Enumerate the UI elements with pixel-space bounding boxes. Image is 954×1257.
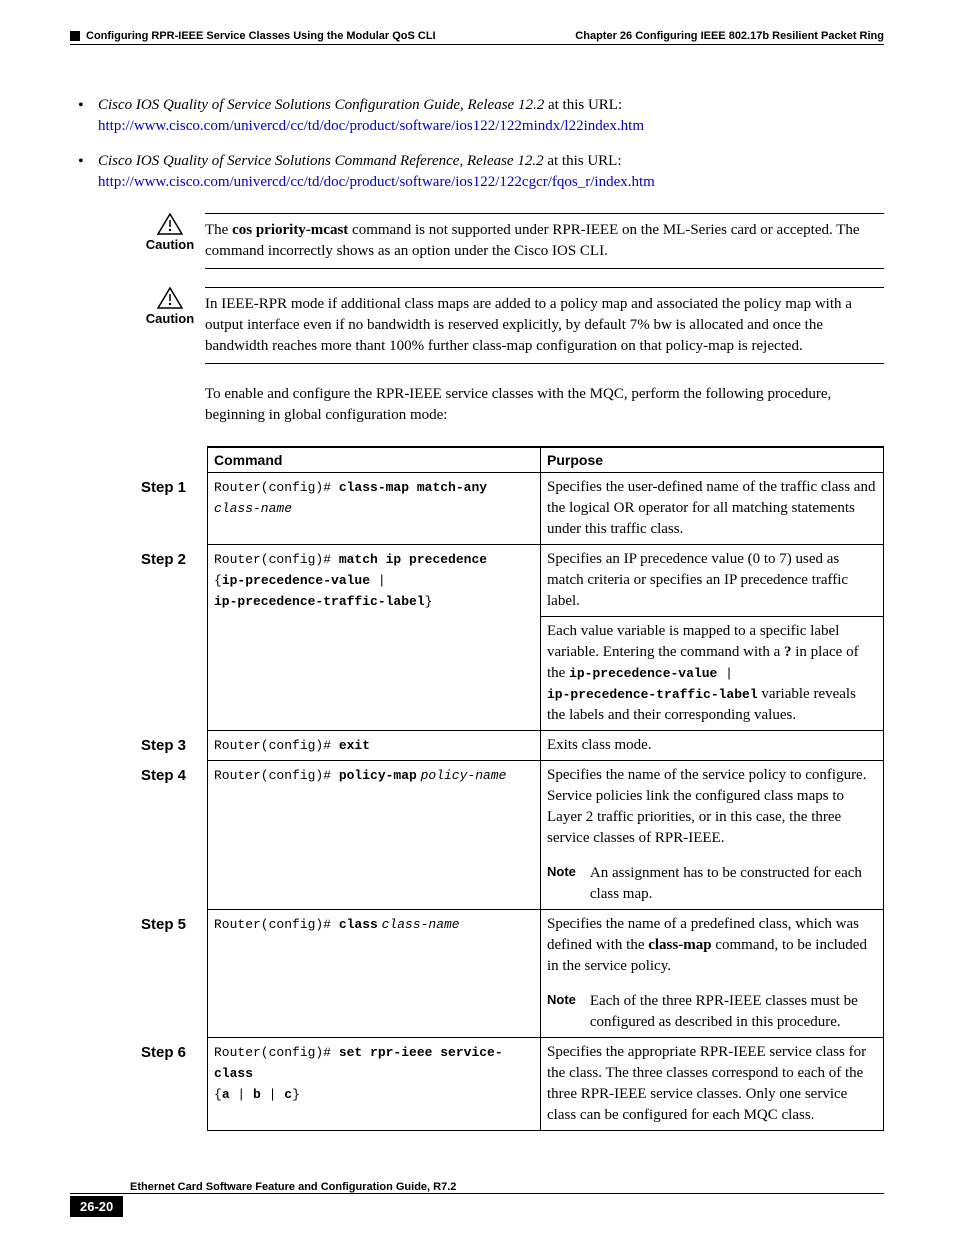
cmd-arg: policy-name: [421, 768, 507, 783]
table-row: Step 3 Router(config)# exit Exits class …: [135, 731, 884, 761]
purpose-cell: Note An assignment has to be constructed…: [541, 853, 884, 910]
reference-tail: at this URL:: [544, 153, 622, 169]
reference-link[interactable]: http://www.cisco.com/univercd/cc/td/doc/…: [98, 118, 644, 134]
cmd-bold: b: [253, 1087, 261, 1102]
purpose-cell: Specifies the appropriate RPR-IEEE servi…: [541, 1038, 884, 1131]
cmd-prefix: Router(config)#: [214, 1045, 339, 1060]
cmd-prefix: Router(config)#: [214, 917, 339, 932]
purpose-code: ip-precedence-value: [569, 666, 717, 681]
caution-text: The: [205, 222, 232, 238]
caution-label: Caution: [135, 237, 205, 252]
cmd-bold: class: [339, 917, 378, 932]
reference-list: Cisco IOS Quality of Service Solutions C…: [70, 95, 884, 193]
purpose-cell: Specifies an IP precedence value (0 to 7…: [541, 545, 884, 617]
purpose-cell: Each value variable is mapped to a speci…: [541, 617, 884, 731]
step-label: Step 6: [135, 1038, 208, 1131]
reference-link[interactable]: http://www.cisco.com/univercd/cc/td/doc/…: [98, 174, 655, 190]
command-cell: Router(config)# set rpr-ieee service-cla…: [208, 1038, 541, 1131]
cmd-bold: match ip precedence: [339, 552, 487, 567]
step-label: Step 1: [135, 473, 208, 545]
footer-rule: [70, 1193, 884, 1194]
page-header: Configuring RPR-IEEE Service Classes Usi…: [70, 30, 884, 42]
cmd-arg: class-name: [382, 917, 460, 932]
cmd-bold: c: [284, 1087, 292, 1102]
reference-item: Cisco IOS Quality of Service Solutions C…: [70, 151, 884, 193]
caution-text: In IEEE-RPR mode if additional class map…: [205, 296, 852, 354]
purpose-code: ip-precedence-traffic-label: [547, 687, 758, 702]
cmd-arg: class-name: [214, 501, 292, 516]
purpose-cell: Specifies the name of the service policy…: [541, 761, 884, 854]
table-row: Step 6 Router(config)# set rpr-ieee serv…: [135, 1038, 884, 1131]
page-number: 26-20: [70, 1196, 123, 1217]
cmd-bold: exit: [339, 738, 370, 753]
intro-paragraph: To enable and configure the RPR-IEEE ser…: [205, 384, 884, 426]
command-cell: Router(config)# class-map match-any clas…: [208, 473, 541, 545]
step-label: Step 5: [135, 910, 208, 982]
purpose-cell: Exits class mode.: [541, 731, 884, 761]
step-label: Step 3: [135, 731, 208, 761]
cmd-prefix: Router(config)#: [214, 738, 339, 753]
reference-item: Cisco IOS Quality of Service Solutions C…: [70, 95, 884, 137]
table-row: Step 2 Router(config)# match ip preceden…: [135, 545, 884, 617]
cmd-bold: a: [222, 1087, 230, 1102]
table-row: Step 1 Router(config)# class-map match-a…: [135, 473, 884, 545]
table-row: Step 4 Router(config)# policy-map policy…: [135, 761, 884, 854]
purpose-bold: class-map: [648, 937, 711, 953]
col-command: Command: [208, 447, 541, 473]
step-label: Step 4: [135, 761, 208, 854]
cmd-bold: ip-precedence-value: [222, 573, 370, 588]
note-label: Note: [547, 991, 576, 1033]
cmd-bold: ip-precedence-traffic-label: [214, 594, 425, 609]
step-label: Step 2: [135, 545, 208, 617]
cmd-prefix: Router(config)#: [214, 552, 339, 567]
col-purpose: Purpose: [541, 447, 884, 473]
command-cell: Router(config)# exit: [208, 731, 541, 761]
command-cell: Router(config)# class class-name: [208, 910, 541, 1038]
caution-label: Caution: [135, 311, 205, 326]
footer-title: Ethernet Card Software Feature and Confi…: [130, 1181, 884, 1193]
header-chapter: Chapter 26 Configuring IEEE 802.17b Resi…: [575, 30, 884, 42]
command-cell: Router(config)# policy-map policy-name: [208, 761, 541, 910]
warning-icon: [135, 213, 205, 235]
caution-bold: cos priority-mcast: [232, 222, 348, 238]
reference-title: Cisco IOS Quality of Service Solutions C…: [98, 97, 544, 113]
warning-icon: [135, 287, 205, 309]
caution-body: In IEEE-RPR mode if additional class map…: [205, 287, 884, 364]
cmd-prefix: Router(config)#: [214, 768, 339, 783]
cmd-bold: class-map match-any: [339, 480, 487, 495]
header-square-left: [70, 31, 80, 41]
reference-tail: at this URL:: [544, 97, 622, 113]
purpose-cell: Specifies the name of a predefined class…: [541, 910, 884, 982]
header-rule: [70, 44, 884, 45]
note-label: Note: [547, 863, 576, 905]
header-section: Configuring RPR-IEEE Service Classes Usi…: [86, 30, 436, 42]
purpose-cell: Note Each of the three RPR-IEEE classes …: [541, 981, 884, 1038]
note-text: An assignment has to be constructed for …: [590, 863, 877, 905]
note-text: Each of the three RPR-IEEE classes must …: [590, 991, 877, 1033]
purpose-code: |: [717, 666, 733, 681]
reference-title: Cisco IOS Quality of Service Solutions C…: [98, 153, 544, 169]
caution-block: Caution In IEEE-RPR mode if additional c…: [135, 287, 884, 364]
purpose-cell: Specifies the user-defined name of the t…: [541, 473, 884, 545]
procedure-table: Command Purpose Step 1 Router(config)# c…: [135, 446, 884, 1131]
page-footer: Ethernet Card Software Feature and Confi…: [70, 1181, 884, 1217]
cmd-bold: policy-map: [339, 768, 417, 783]
purpose-bold: ?: [784, 644, 792, 660]
caution-body: The cos priority-mcast command is not su…: [205, 213, 884, 269]
command-cell: Router(config)# match ip precedence {ip-…: [208, 545, 541, 731]
table-row: Step 5 Router(config)# class class-name …: [135, 910, 884, 982]
cmd-prefix: Router(config)#: [214, 480, 339, 495]
caution-block: Caution The cos priority-mcast command i…: [135, 213, 884, 269]
